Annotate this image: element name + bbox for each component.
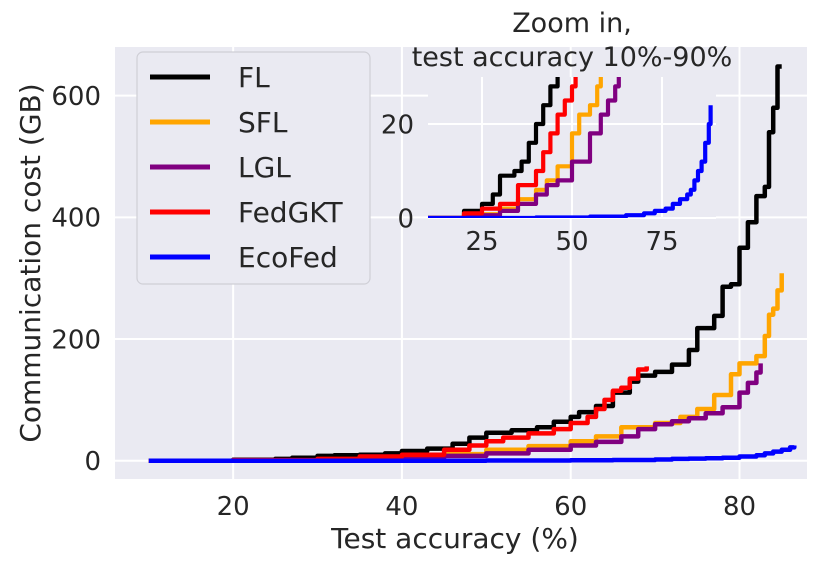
main-y-tick-label: 400 bbox=[51, 204, 101, 234]
inset-series-line-2 bbox=[428, 77, 621, 218]
inset-series-line-4 bbox=[428, 105, 713, 218]
main-y-tick-label: 600 bbox=[51, 82, 101, 112]
inset-title: Zoom in, test accuracy 10%-90% bbox=[412, 8, 733, 73]
inset-x-tick-label: 50 bbox=[555, 227, 588, 257]
inset-x-tick-label: 75 bbox=[645, 227, 678, 257]
main-x-tick-label: 60 bbox=[554, 492, 587, 522]
main-x-tick-label: 40 bbox=[385, 492, 418, 522]
inset-y-tick-label: 20 bbox=[381, 110, 414, 140]
legend-label: FL bbox=[238, 61, 270, 94]
legend: FL SFL LGL FedGKT EcoFed bbox=[136, 51, 371, 285]
y-axis-label: Communication cost (GB) bbox=[14, 83, 47, 442]
legend-label: EcoFed bbox=[238, 241, 338, 274]
main-y-tick-label: 0 bbox=[84, 447, 101, 477]
legend-label: LGL bbox=[238, 151, 291, 184]
legend-box bbox=[136, 51, 371, 285]
inset-x-tick-label: 25 bbox=[465, 227, 498, 257]
main-series-line-4 bbox=[148, 445, 797, 463]
legend-label: FedGKT bbox=[238, 196, 343, 229]
main-series-line-2 bbox=[165, 363, 763, 463]
main-x-tick-label: 80 bbox=[723, 492, 756, 522]
inset-series-line-3 bbox=[428, 77, 578, 218]
inset-plot: 25 50 75 0 20 Zoom in, test accuracy 10%-90% bbox=[381, 8, 732, 257]
inset-y-tick-label: 0 bbox=[397, 204, 414, 234]
inset-series-line-0 bbox=[428, 77, 560, 218]
main-series-line-3 bbox=[148, 366, 649, 463]
x-axis-label: Test accuracy (%) bbox=[330, 522, 579, 555]
legend-label: SFL bbox=[238, 106, 288, 139]
main-y-tick-label: 200 bbox=[51, 325, 101, 355]
main-x-tick-label: 20 bbox=[217, 492, 250, 522]
